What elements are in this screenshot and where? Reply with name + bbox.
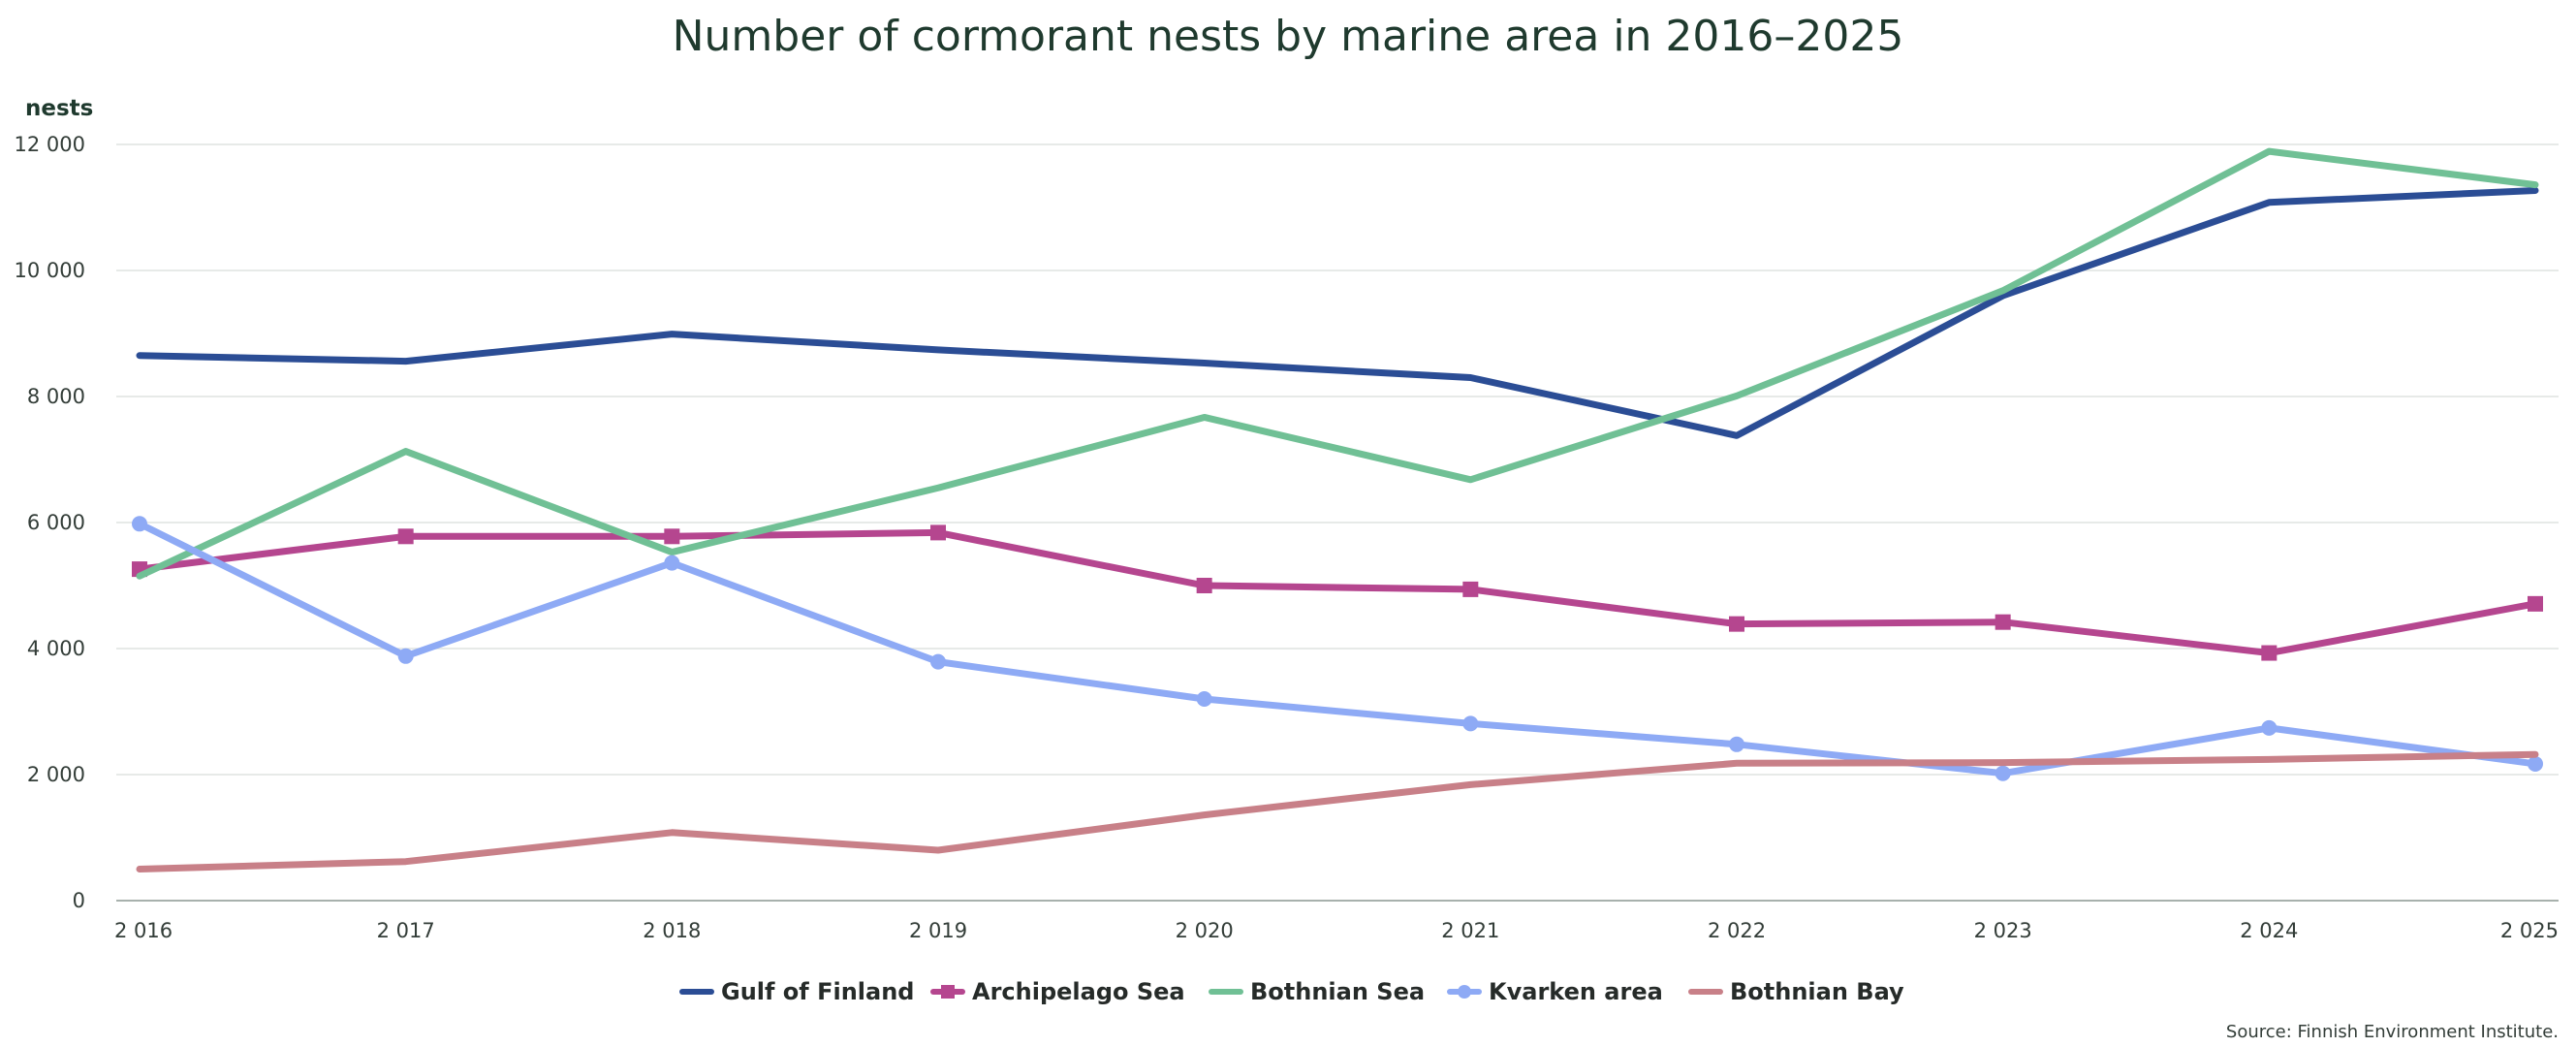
legend-item-bothnian-bay: Bothnian Bay xyxy=(1688,978,1904,1005)
x-tick-label: 2 016 xyxy=(114,919,173,942)
y-tick-label: 0 xyxy=(73,889,85,912)
y-axis-ticks: 0 2 000 4 000 6 000 8 000 10 000 12 000 xyxy=(15,133,85,912)
y-tick-label: 12 000 xyxy=(15,133,85,156)
series-line-bothnian-bay xyxy=(136,750,2539,872)
data-point-archipelago-sea xyxy=(397,528,414,545)
data-point-kvarken-area xyxy=(1729,736,1744,752)
data-point-kvarken-area xyxy=(1462,715,1479,732)
data-point-kvarken-area xyxy=(2528,755,2543,772)
data-point-archipelago-sea xyxy=(1196,578,1212,593)
legend-marker xyxy=(941,985,955,999)
series-gulf-of-finland xyxy=(136,186,2539,439)
x-tick-label: 2 022 xyxy=(1708,919,1766,942)
y-axis-label: nests xyxy=(25,96,93,121)
y-tick-label: 4 000 xyxy=(27,637,85,660)
x-tick-label: 2 018 xyxy=(643,919,701,942)
legend-label: Gulf of Finland xyxy=(721,978,915,1005)
legend-label: Bothnian Sea xyxy=(1250,978,1425,1005)
x-tick-label: 2 020 xyxy=(1176,919,1234,942)
series-line-archipelago-sea xyxy=(136,528,2539,657)
data-point-archipelago-sea xyxy=(1995,614,2011,630)
legend-label: Archipelago Sea xyxy=(972,978,1185,1005)
data-point-kvarken-area xyxy=(2261,719,2278,736)
legend-marker xyxy=(1458,985,1471,999)
data-point-kvarken-area xyxy=(1995,765,2011,781)
x-tick-label: 2 023 xyxy=(1974,919,2032,942)
series-line-gulf-of-finland xyxy=(136,186,2539,439)
legend-label: Bothnian Bay xyxy=(1730,978,1904,1005)
source-note: Source: Finnish Environment Institute. xyxy=(2226,1022,2559,1042)
x-axis-ticks: 2 016 2 017 2 018 2 019 2 020 2 021 2 022 2 023… xyxy=(114,919,2559,942)
legend-label: Kvarken area xyxy=(1489,978,1663,1005)
x-tick-label: 2 021 xyxy=(1441,919,1499,942)
data-point-kvarken-area xyxy=(930,653,946,670)
x-tick-label: 2 017 xyxy=(377,919,435,942)
legend-item-bothnian-sea: Bothnian Sea xyxy=(1209,978,1425,1005)
chart-title: Number of cormorant nests by marine area… xyxy=(673,12,1904,61)
data-point-archipelago-sea xyxy=(2261,645,2278,661)
data-point-archipelago-sea xyxy=(1462,581,1479,597)
y-tick-label: 2 000 xyxy=(27,763,85,786)
data-point-archipelago-sea xyxy=(2528,595,2543,612)
series-lines xyxy=(132,147,2543,872)
series-kvarken-area xyxy=(132,516,2543,781)
legend-item-kvarken-area: Kvarken area xyxy=(1447,978,1663,1005)
series-line-kvarken-area xyxy=(136,520,2539,777)
legend: Gulf of Finland Archipelago Sea Bothnian S… xyxy=(679,978,1904,1005)
series-bothnian-sea xyxy=(136,147,2539,580)
data-point-archipelago-sea xyxy=(1729,616,1744,632)
series-bothnian-bay xyxy=(136,750,2539,872)
gridlines xyxy=(116,143,2559,776)
legend-item-archipelago-sea: Archipelago Sea xyxy=(930,978,1185,1005)
series-line-bothnian-sea xyxy=(136,147,2539,580)
x-tick-label: 2 019 xyxy=(909,919,967,942)
data-point-kvarken-area xyxy=(664,555,680,571)
data-point-kvarken-area xyxy=(1196,691,1212,707)
data-point-archipelago-sea xyxy=(664,528,680,545)
legend-item-gulf-of-finland: Gulf of Finland xyxy=(679,978,915,1005)
y-tick-label: 6 000 xyxy=(27,511,85,534)
data-point-kvarken-area xyxy=(397,648,414,664)
series-archipelago-sea xyxy=(132,524,2543,661)
y-tick-label: 10 000 xyxy=(15,259,85,282)
y-tick-label: 8 000 xyxy=(27,385,85,408)
data-point-kvarken-area xyxy=(132,516,147,532)
x-tick-label: 2 025 xyxy=(2500,919,2559,942)
x-tick-label: 2 024 xyxy=(2240,919,2298,942)
data-point-archipelago-sea xyxy=(930,524,946,541)
